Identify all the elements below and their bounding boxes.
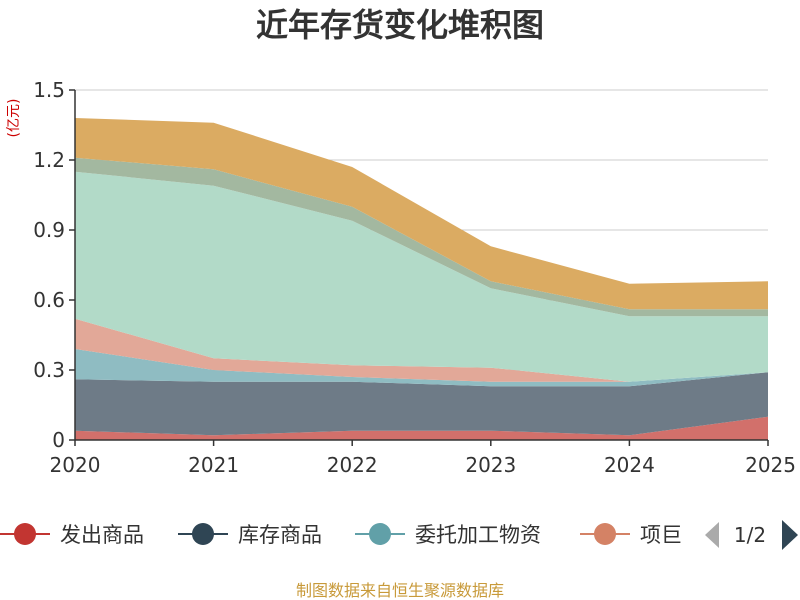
x-tick-label: 2020 (50, 453, 101, 477)
x-tick-label: 2023 (465, 453, 516, 477)
legend-next-page-icon[interactable] (782, 520, 798, 550)
source-note: 制图数据来自恒生聚源数据库 (296, 581, 504, 600)
legend-label: 库存商品 (238, 523, 322, 547)
legend-pager: 1/2 (705, 520, 798, 550)
legend-label: 委托加工物资 (415, 523, 541, 547)
x-tick-label: 2021 (188, 453, 239, 477)
stacked-areas (75, 118, 768, 440)
legend-marker-icon (192, 523, 214, 545)
legend-page-indicator: 1/2 (734, 523, 766, 547)
legend-prev-page-icon[interactable] (705, 522, 719, 548)
legend-marker-icon (594, 523, 616, 545)
legend-marker-icon (14, 523, 36, 545)
legend-item[interactable]: 库存商品 (178, 523, 322, 547)
y-axis-ticks: 0 0.3 0.6 0.9 1.2 1.5 (33, 78, 75, 452)
y-tick-label: 0.9 (33, 218, 65, 242)
x-tick-label: 2025 (745, 453, 796, 477)
x-axis-ticks: 2020 2021 2022 2023 2024 2025 (50, 440, 796, 477)
legend-marker-icon (369, 523, 391, 545)
x-tick-label: 2024 (604, 453, 655, 477)
y-tick-label: 0 (52, 428, 65, 452)
legend: 发出商品 库存商品 委托加工物资 项巨 (0, 523, 682, 547)
axes (74, 90, 768, 441)
y-tick-label: 1.5 (33, 78, 65, 102)
area-series-2 (75, 372, 768, 436)
area-series-5 (75, 171, 768, 382)
legend-item[interactable]: 委托加工物资 (355, 523, 541, 547)
legend-item[interactable]: 项巨 (580, 523, 682, 547)
x-tick-label: 2022 (327, 453, 378, 477)
area-series-6 (75, 157, 768, 317)
legend-label: 项巨 (640, 523, 682, 547)
area-series-4 (75, 318, 768, 382)
chart-title: 近年存货变化堆积图 (256, 6, 544, 44)
area-series-1 (75, 416, 768, 440)
legend-item[interactable]: 发出商品 (0, 523, 144, 547)
y-axis-unit-label: (亿元) (6, 99, 22, 138)
y-tick-label: 0.6 (33, 288, 65, 312)
area-series-7 (75, 118, 768, 310)
y-tick-label: 1.2 (33, 148, 65, 172)
area-series-3 (75, 349, 768, 387)
y-tick-label: 0.3 (33, 358, 65, 382)
legend-label: 发出商品 (60, 523, 144, 547)
